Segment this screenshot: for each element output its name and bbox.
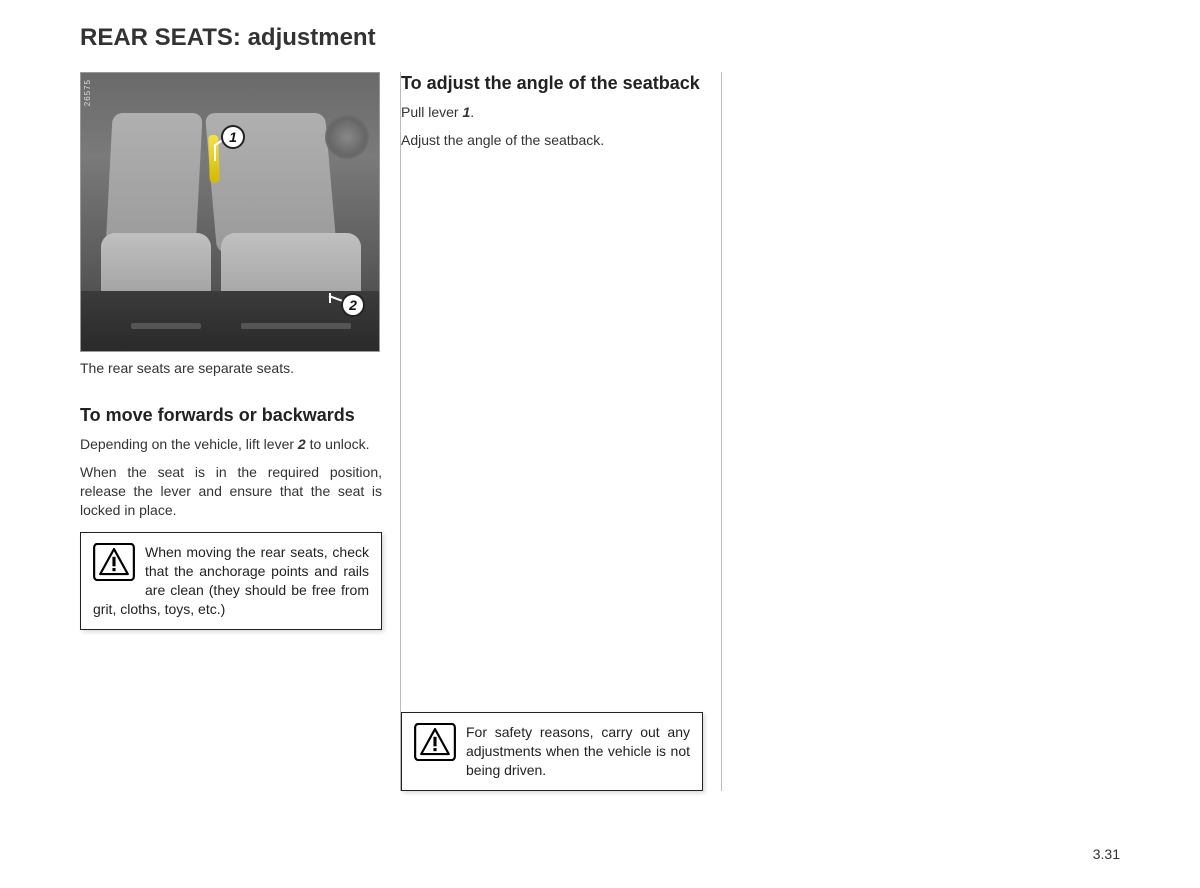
seat-image: 26575 1 2 [80,72,380,352]
callout-line-1a [214,145,216,161]
heading-move-forward-backward: To move forwards or backwards [80,404,382,427]
floor [81,291,379,351]
seat-back-left [105,113,202,253]
warning-box-safety: For safety reasons, carry out any adjust… [401,712,703,791]
image-id: 26575 [83,79,92,106]
p1-after: to unlock. [306,436,370,452]
heading-seatback-angle: To adjust the angle of the seatback [401,72,703,95]
p2-before: Pull lever [401,104,462,120]
content-columns: 26575 1 2 The rear seats are separate se… [80,72,1120,791]
column-right [722,72,1042,791]
callout-2: 2 [341,293,365,317]
rail-right [241,323,351,329]
column-middle: To adjust the angle of the seatback Pull… [401,72,721,791]
paragraph-forward-backward-1: Depending on the vehicle, lift lever 2 t… [80,435,382,454]
warning-icon [93,543,135,581]
warning-icon [414,723,456,761]
rail-left [131,323,201,329]
p1-before: Depending on the vehicle, lift lever [80,436,298,452]
image-caption: The rear seats are separate seats. [80,360,382,376]
spacer [401,160,703,700]
column-left: 26575 1 2 The rear seats are separate se… [80,72,400,791]
p1-lever-2: 2 [298,436,306,452]
page-number: 3.31 [1093,846,1120,862]
speaker [325,115,369,159]
paragraph-forward-backward-2: When the seat is in the required positio… [80,463,382,520]
page-title: REAR SEATS: adjustment [80,24,1120,52]
paragraph-seatback-1: Pull lever 1. [401,103,703,122]
p2-after: . [470,104,474,120]
paragraph-seatback-2: Adjust the angle of the seatback. [401,131,703,150]
warning-box-anchorage: When moving the rear seats, check that t… [80,532,382,630]
callout-1: 1 [221,125,245,149]
